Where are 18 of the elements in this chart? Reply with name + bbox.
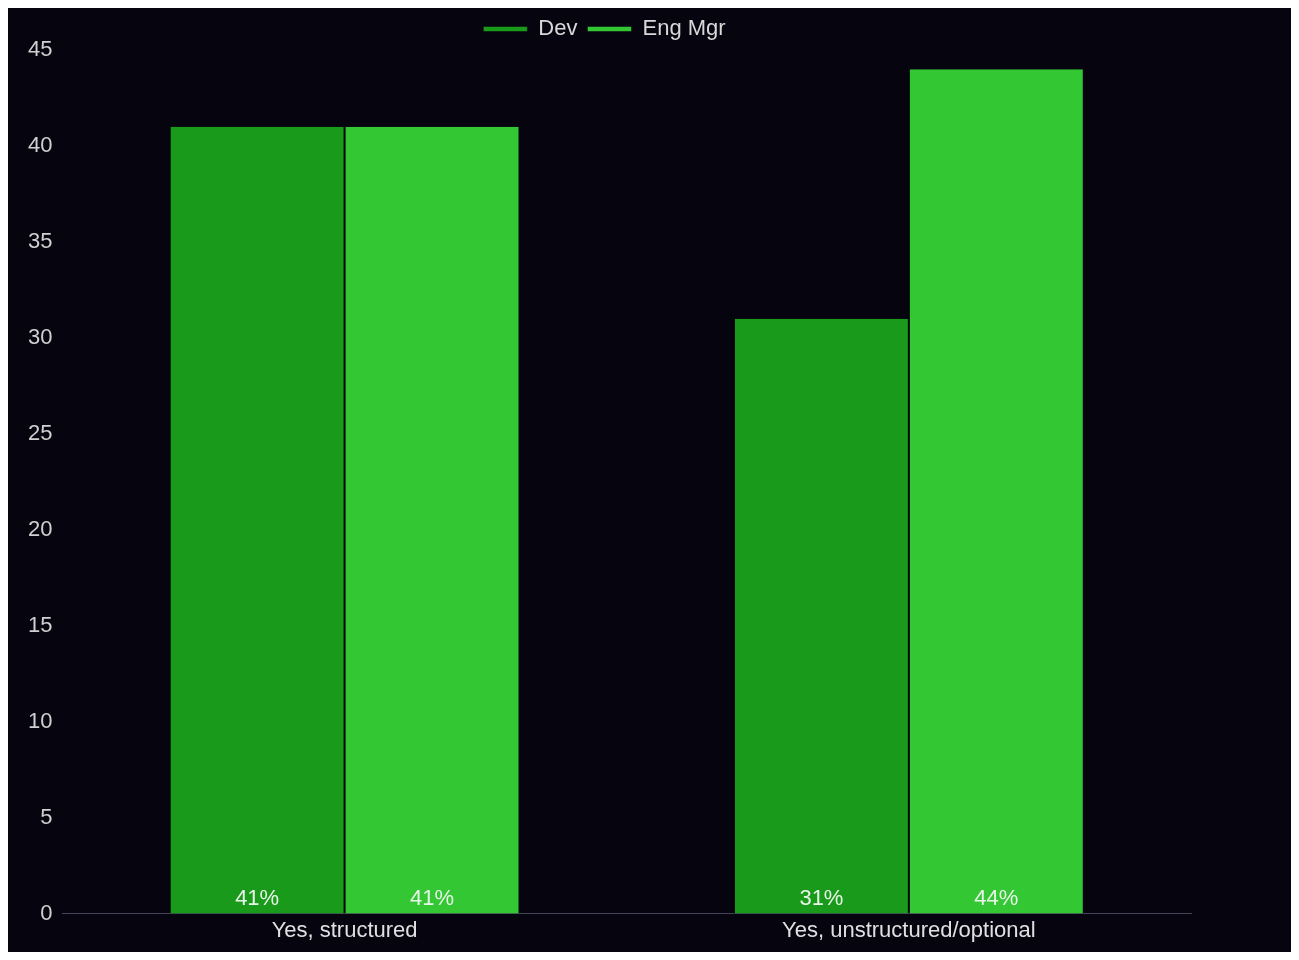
data-label: 41%	[235, 884, 280, 910]
data-label: 44%	[974, 884, 1019, 910]
legend-label: Eng Mgr	[642, 15, 726, 41]
y-tick-label: 30	[27, 323, 53, 349]
x-tick-label: Yes, structured	[271, 916, 418, 942]
y-tick-label: 10	[27, 707, 53, 733]
y-tick-label: 0	[40, 899, 53, 925]
y-tick-label: 20	[27, 515, 53, 541]
x-tick-label: Yes, unstructured/optional	[782, 916, 1036, 942]
y-tick-label: 40	[27, 132, 53, 158]
y-tick-label: 15	[27, 611, 53, 637]
y-tick-label: 5	[40, 803, 53, 829]
legend-label: Dev	[538, 15, 578, 41]
y-tick-label: 25	[27, 419, 53, 445]
data-label: 41%	[410, 884, 455, 910]
data-label: 31%	[799, 884, 844, 910]
y-tick-label: 35	[27, 227, 53, 253]
y-tick-label: 45	[27, 36, 53, 62]
